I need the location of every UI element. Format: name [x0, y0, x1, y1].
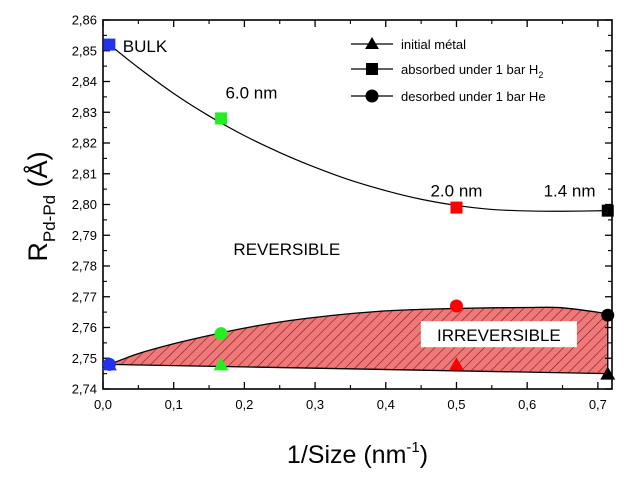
- y-tick-label: 2,85: [72, 43, 97, 58]
- annotation-label: 6.0 nm: [225, 83, 277, 102]
- x-tick-label: 0,2: [235, 397, 253, 412]
- legend-item-desorbed: desorbed under 1 bar He: [351, 89, 546, 104]
- fit-curve: [108, 44, 608, 212]
- legend-item-absorbed: absorbed under 1 bar H2: [351, 62, 543, 80]
- y-tick-label: 2,83: [72, 105, 97, 120]
- x-axis-title-end: ): [420, 441, 428, 469]
- absorbed-point: [103, 38, 116, 51]
- absorbed-point: [450, 201, 463, 214]
- data-markers: [101, 38, 616, 380]
- annotations: BULK 6.0 nm 2.0 nm 1.4 nm REVERSIBLE IRREVERS…: [123, 37, 596, 348]
- annotation-label: IRREVERSIBLE: [437, 326, 561, 345]
- x-tick-label: 0,4: [377, 397, 395, 412]
- y-tick-label: 2,74: [72, 382, 97, 397]
- y-tick-label: 2,80: [72, 197, 97, 212]
- legend-item-initial: initial métal: [351, 37, 466, 52]
- desorbed-point: [102, 357, 116, 371]
- absorbed-point: [601, 204, 614, 217]
- y-tick-label: 2,78: [72, 259, 97, 274]
- legend-label-absorbed-main: absorbed under 1 bar H: [401, 62, 538, 77]
- circle-marker-icon: [365, 89, 379, 103]
- initial-point: [600, 366, 616, 380]
- y-tick-label: 2,86: [72, 13, 97, 28]
- annotation-label: 2.0 nm: [430, 182, 482, 201]
- initial-point: [448, 357, 464, 371]
- x-axis-title-sup: -1: [406, 439, 419, 456]
- y-axis-title-sub: Pd-Pd: [40, 195, 59, 242]
- axis-ticks: 0,0 0,1 0,2 0,3 0,4 0,5 0,6 0,7 2,74 2,75 2,76 2,77…: [72, 13, 612, 412]
- triangle-marker-icon: [365, 37, 379, 49]
- x-axis-title-main: 1/Size (nm: [287, 441, 406, 469]
- legend-label-initial: initial métal: [401, 37, 466, 52]
- y-tick-label: 2,82: [72, 136, 97, 151]
- square-marker-icon: [366, 63, 378, 75]
- x-tick-label: 0,1: [165, 397, 183, 412]
- y-axis-title-end: (Å): [22, 151, 53, 195]
- annotation-label: BULK: [123, 37, 168, 56]
- annotation-label: REVERSIBLE: [233, 240, 340, 259]
- y-tick-label: 2,76: [72, 320, 97, 335]
- desorbed-point: [449, 299, 463, 313]
- absorbed-point: [215, 112, 228, 125]
- y-axis-title: RPd-Pd (Å): [22, 151, 59, 261]
- x-tick-label: 0,6: [518, 397, 536, 412]
- x-tick-label: 0,7: [589, 397, 607, 412]
- x-tick-label: 0,0: [94, 397, 112, 412]
- x-tick-label: 0,5: [447, 397, 465, 412]
- y-tick-label: 2,75: [72, 351, 97, 366]
- irreversible-label-bg: [420, 321, 577, 348]
- desorbed-point: [214, 327, 228, 341]
- y-tick-label: 2,79: [72, 228, 97, 243]
- annotation-label: 1.4 nm: [544, 182, 596, 201]
- y-axis-title-main: R: [23, 242, 53, 262]
- x-tick-label: 0,3: [306, 397, 324, 412]
- desorbed-point: [601, 308, 615, 322]
- initial-point: [213, 357, 229, 371]
- y-tick-label: 2,81: [72, 166, 97, 181]
- legend-label-desorbed: desorbed under 1 bar He: [401, 89, 546, 104]
- legend: initial métal absorbed under 1 bar H2 de…: [351, 37, 546, 104]
- y-tick-label: 2,84: [72, 74, 97, 89]
- legend-label-absorbed: absorbed under 1 bar H2: [401, 62, 543, 80]
- legend-label-absorbed-sub: 2: [538, 70, 543, 80]
- y-tick-label: 2,77: [72, 289, 97, 304]
- x-axis-title: 1/Size (nm-1): [287, 439, 428, 469]
